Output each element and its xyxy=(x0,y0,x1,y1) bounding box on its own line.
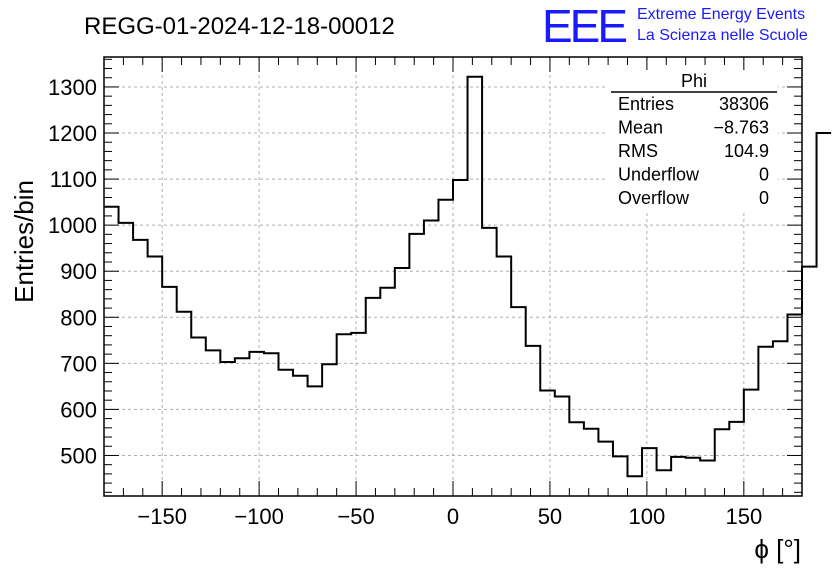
y-tick-label: 1300 xyxy=(48,75,97,100)
x-axis-label: ϕ [°] xyxy=(754,534,801,564)
stats-row-value: 0 xyxy=(759,165,769,185)
eee-logo: EEE Extreme Energy Events La Scienza nel… xyxy=(542,0,808,52)
x-tick-label: 0 xyxy=(447,504,459,529)
y-tick-label: 800 xyxy=(60,305,97,330)
stats-box: Phi Entries 38306 Mean −8.763 RMS 104.9 Underf… xyxy=(608,70,778,210)
stats-row-label: Entries xyxy=(618,94,674,114)
stats-row-value: −8.763 xyxy=(713,118,769,138)
stats-row-value: 38306 xyxy=(719,94,769,114)
axis-ticks xyxy=(103,57,803,496)
tick-labels: −150 −100 −50 0 50 100 150 500 600 700 800 900 1000 1… xyxy=(48,75,762,529)
x-tick-label: −50 xyxy=(337,504,374,529)
stats-row-value: 0 xyxy=(759,188,769,208)
histogram-series-line xyxy=(104,75,832,478)
stats-row-label: Mean xyxy=(618,118,663,138)
y-tick-label: 1200 xyxy=(48,121,97,146)
y-tick-label: 700 xyxy=(60,351,97,376)
x-tick-label: −100 xyxy=(234,504,284,529)
y-tick-label: 1000 xyxy=(48,213,97,238)
y-tick-label: 600 xyxy=(60,397,97,422)
y-tick-label: 1100 xyxy=(50,167,97,192)
logo-line-1: Extreme Energy Events xyxy=(637,6,805,23)
stats-box-background xyxy=(608,70,778,210)
x-tick-label: −150 xyxy=(137,504,187,529)
stats-row-label: Underflow xyxy=(618,165,700,185)
stats-row-label: RMS xyxy=(618,141,658,161)
x-tick-label: 150 xyxy=(725,504,762,529)
x-tick-label: 100 xyxy=(629,504,666,529)
logo-line-2: La Scienza nelle Scuole xyxy=(637,27,808,44)
y-tick-label: 500 xyxy=(60,443,97,468)
logo-mark: EEE xyxy=(542,0,626,52)
y-tick-label: 900 xyxy=(60,259,97,284)
y-axis-label: Entries/bin xyxy=(9,180,39,303)
chart-title: REGG-01-2024-12-18-00012 xyxy=(84,13,395,40)
x-tick-label: 50 xyxy=(538,504,562,529)
stats-row-value: 104.9 xyxy=(724,141,769,161)
stats-rows: Entries 38306 Mean −8.763 RMS 104.9 Underflow 0… xyxy=(618,94,769,208)
stats-row-label: Overflow xyxy=(618,188,690,208)
stats-title: Phi xyxy=(681,71,707,91)
